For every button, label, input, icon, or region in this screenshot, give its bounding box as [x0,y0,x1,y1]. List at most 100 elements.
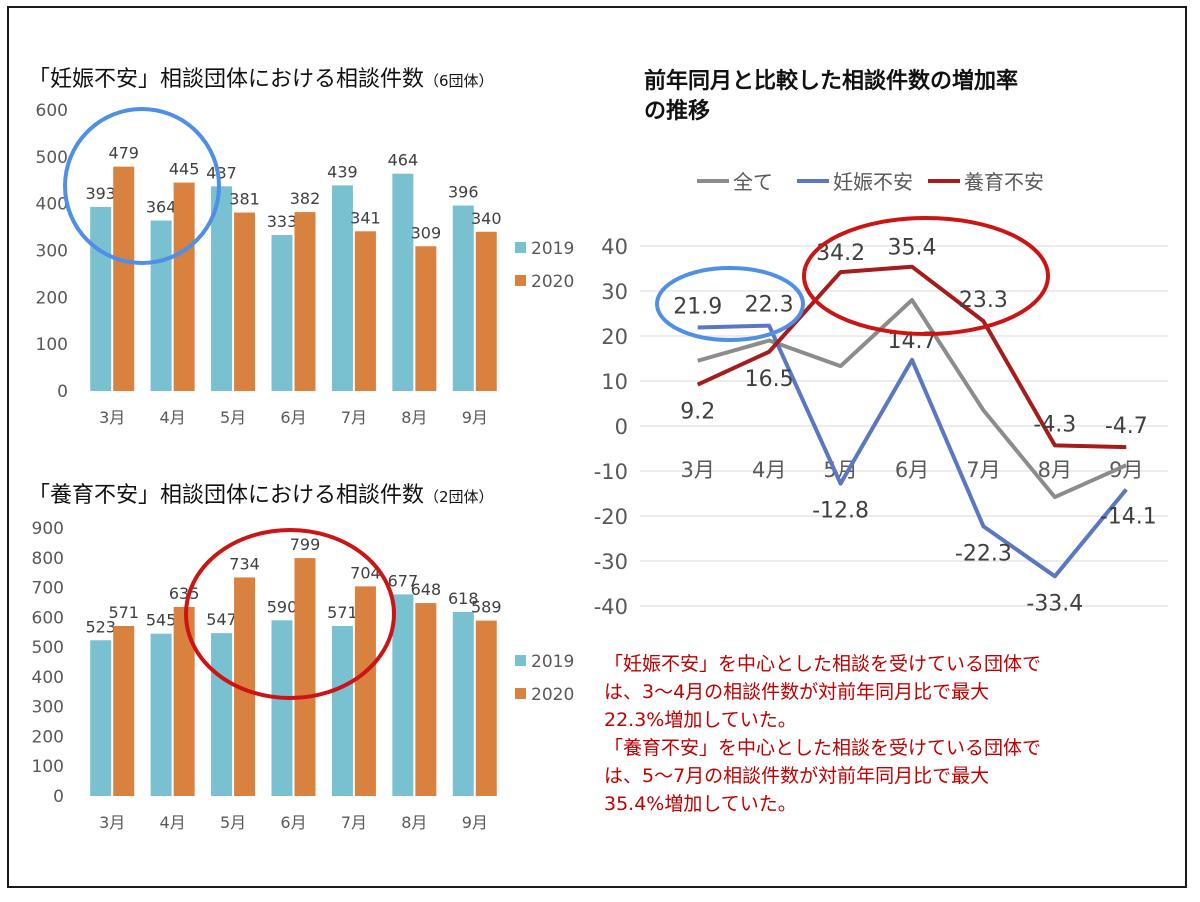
note-line: 「養育不安」を中心とした相談を受けている団体で [604,737,1042,759]
x-tick-label: 5月 [220,813,246,832]
chart-subtitle: （2団体） [424,488,494,506]
y-tick-label: 40 [601,235,628,259]
bar-2020 [173,606,195,796]
data-label: -4.3 [1033,412,1076,437]
chart-title-main: 「養育不安」相談団体における相談件数 [28,483,424,508]
data-label: 445 [169,160,200,179]
y-tick-label: 100 [36,335,68,355]
data-label: 799 [290,535,321,554]
data-label: 704 [350,563,381,582]
legend-label: 2019 [531,239,574,259]
data-label: 16.5 [745,367,794,392]
data-label: 571 [327,603,358,622]
y-tick-label: 200 [32,727,64,747]
y-tick-label: 20 [601,325,628,349]
summary-note: 「妊娠不安」を中心とした相談を受けている団体で は、3～4月の相談件数が対前年同… [604,650,1184,818]
highlight-circle [184,528,396,700]
slide-frame [7,6,1187,888]
legend-label: 妊娠不安 [833,170,913,194]
y-tick-label: 500 [32,638,64,658]
data-label: 340 [471,209,502,228]
data-label: 396 [448,183,479,202]
bar-2019 [150,633,172,796]
x-tick-label: 5月 [220,408,246,427]
legend-swatch [515,275,526,286]
bar-2020 [354,231,376,391]
x-tick-label: 9月 [462,408,488,427]
highlight-circle [63,107,221,265]
data-label: 589 [471,598,502,617]
data-label: 309 [411,223,442,242]
bar-2019 [392,173,414,391]
highlight-ellipse-red [802,216,1050,336]
bar-2020 [354,586,376,796]
x-tick-label: 8月 [401,813,427,832]
data-label: 22.3 [745,293,794,318]
data-label: 590 [267,597,298,616]
bar-2020 [113,166,135,391]
y-tick-label: 800 [32,549,64,569]
bar-2019 [271,620,293,796]
data-label: -33.4 [1026,591,1083,616]
data-label: 677 [388,571,419,590]
bar-2020 [415,246,437,391]
note-line: 「妊娠不安」を中心とした相談を受けている団体で [604,653,1042,675]
x-tick-label: 6月 [280,813,306,832]
x-tick-label: 4月 [160,408,186,427]
data-label: 479 [108,144,139,163]
legend-label: 2020 [531,272,574,292]
data-label: 23.3 [959,288,1008,313]
data-label: 393 [85,184,116,203]
data-label: 437 [206,163,237,182]
data-label: 333 [267,212,298,231]
data-label: -22.3 [955,541,1012,566]
y-tick-label: 300 [32,698,64,718]
x-tick-label: 6月 [895,458,929,482]
y-tick-label: -20 [594,505,628,529]
data-label: 382 [290,189,321,208]
legend-swatch [515,688,526,699]
highlight-ellipse-blue [655,266,805,342]
data-label: 381 [229,190,260,209]
bar-2019 [90,640,112,796]
note-line: 35.4%増加していた。 [604,793,797,815]
x-tick-label: 9月 [462,813,488,832]
y-tick-label: 0 [57,382,68,402]
note-line: は、5～7月の相談件数が対前年同月比で最大 [604,765,990,787]
chart-title: 「養育不安」相談団体における相談件数（2団体） [28,483,494,508]
x-tick-label: 6月 [280,408,306,427]
x-tick-label: 3月 [99,813,125,832]
data-label: 648 [411,580,442,599]
legend-swatch [515,242,526,253]
y-tick-label: 200 [36,288,68,308]
x-tick-label: 7月 [341,813,367,832]
bar-2020 [415,603,437,796]
series-line-妊娠不安 [697,323,1128,579]
y-tick-label: -40 [594,595,628,619]
bar-2019 [211,633,233,796]
bar-2019 [331,625,353,796]
y-tick-label: -10 [594,460,628,484]
legend-label: 全て [733,170,773,194]
y-tick-label: 0 [53,787,64,807]
bar-2019 [271,235,293,391]
bar-2019 [331,185,353,391]
bar-2019 [392,594,414,796]
bar-2020 [234,577,256,796]
x-tick-label: 8月 [1038,458,1072,482]
y-tick-label: 400 [36,195,68,215]
data-label: 9.2 [680,400,715,425]
data-label: 35.4 [888,236,937,261]
x-tick-label: 7月 [341,408,367,427]
x-tick-label: 8月 [401,408,427,427]
data-label: 635 [169,584,200,603]
bar-2020 [475,231,497,391]
legend-label: 2020 [531,685,574,705]
x-tick-label: 3月 [99,408,125,427]
data-label: 547 [206,610,237,629]
y-tick-label: 700 [32,579,64,599]
y-tick-label: 600 [36,101,68,121]
bar-2019 [90,206,112,391]
chart-title: 「妊娠不安」相談団体における相談件数（6団体） [28,67,494,92]
